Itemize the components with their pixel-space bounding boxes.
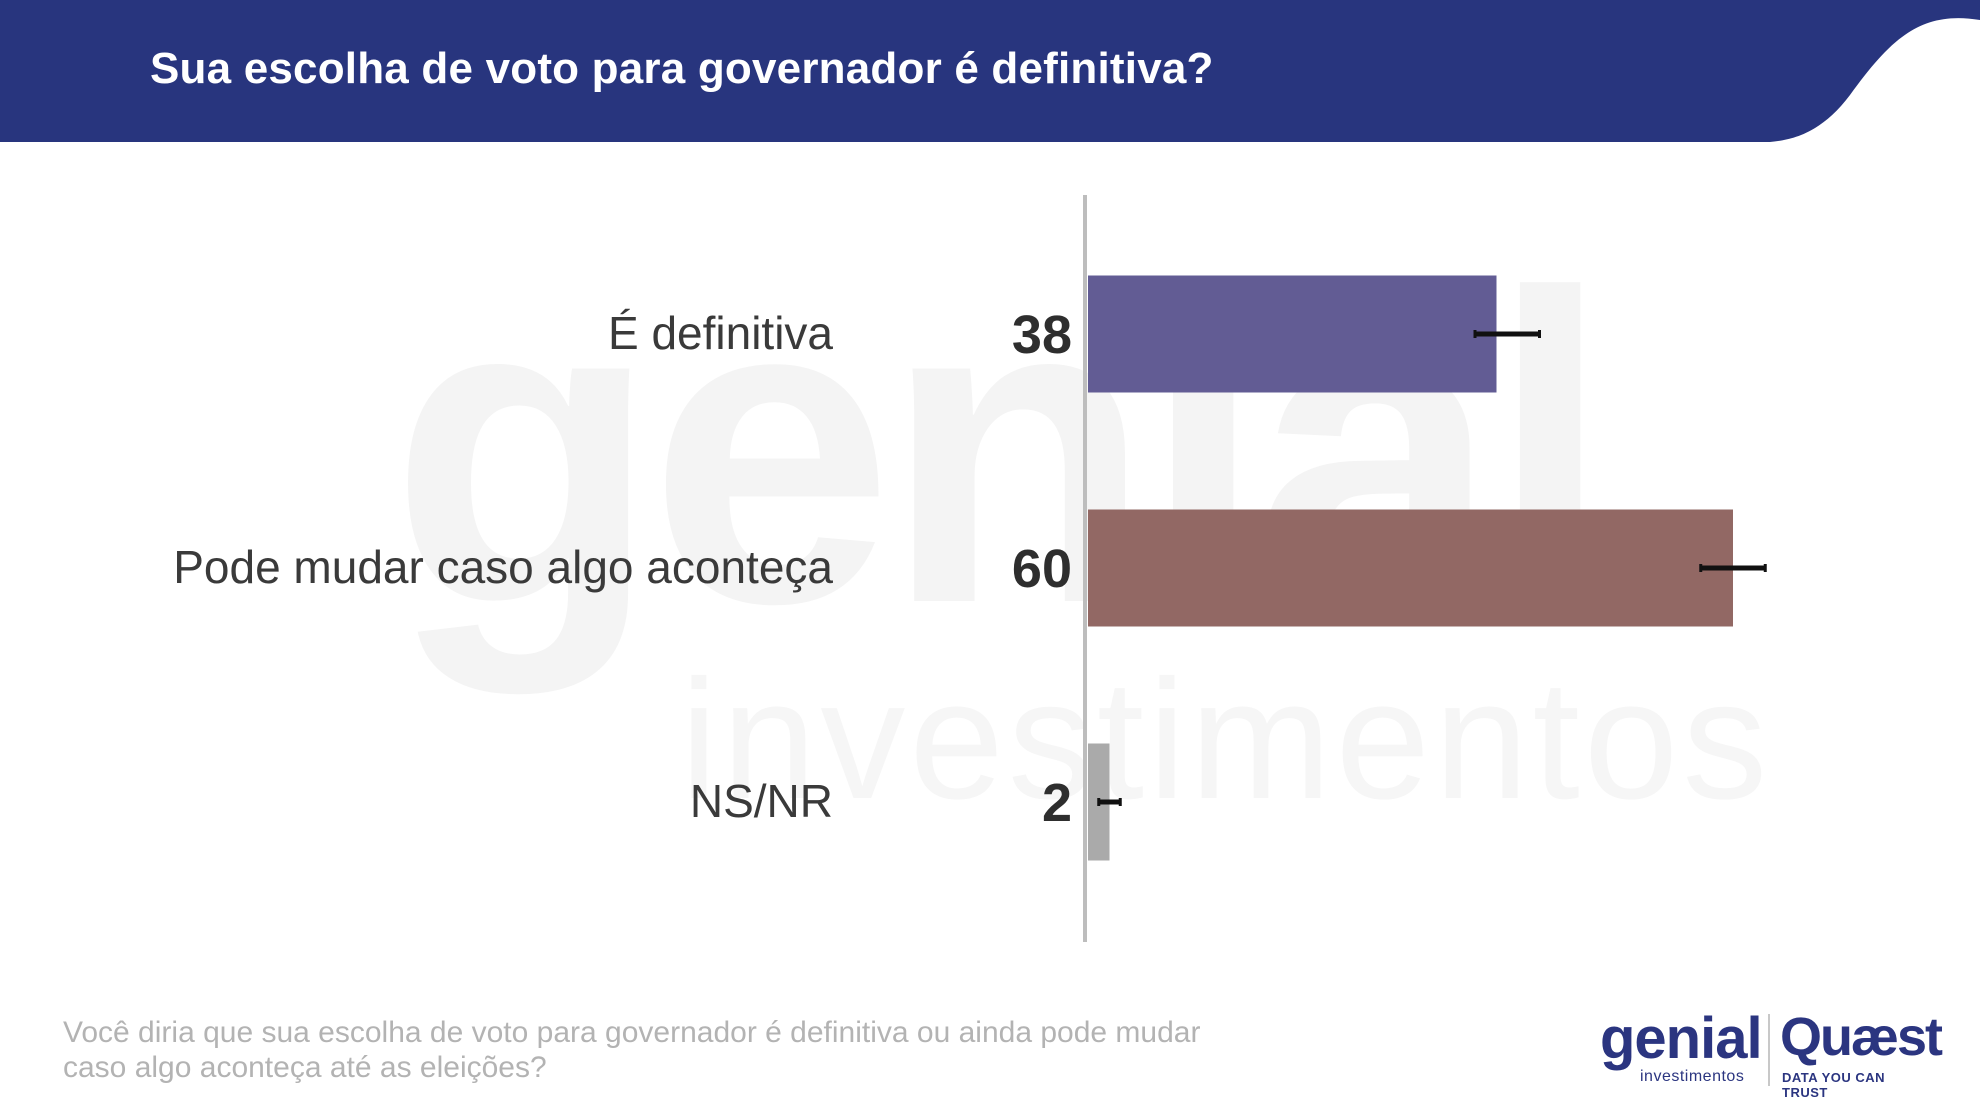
logo-divider [1768, 1014, 1770, 1086]
quaest-logo: Quæst [1780, 1007, 1943, 1067]
bar-1 [1088, 509, 1733, 627]
header-background [0, 0, 1980, 142]
category-label-1: Pode mudar caso algo aconteça [173, 541, 833, 593]
category-label-2: NS/NR [690, 775, 833, 827]
bar-chart: É definitiva 38 Pode mudar caso algo acont… [173, 195, 1767, 942]
header-banner: Sua escolha de voto para governador é de… [0, 0, 1980, 142]
value-label-2: 2 [1042, 773, 1072, 833]
value-label-0: 38 [1012, 305, 1072, 365]
genial-logo: genial [1600, 1006, 1763, 1071]
bar-0 [1088, 275, 1497, 393]
page-title: Sua escolha de voto para governador é de… [150, 44, 1214, 93]
footer-logos: genial investimentos Quæst DATA YOU CAN … [1600, 1006, 1943, 1101]
genial-logo-subtitle: investimentos [1640, 1068, 1745, 1085]
category-label-0: É definitiva [608, 307, 833, 359]
value-label-1: 60 [1012, 539, 1072, 599]
quaest-logo-tagline: DATA YOU CAN TRUST [1782, 1070, 1886, 1100]
question-footnote: Você diria que sua escolha de voto para … [63, 1016, 1201, 1084]
